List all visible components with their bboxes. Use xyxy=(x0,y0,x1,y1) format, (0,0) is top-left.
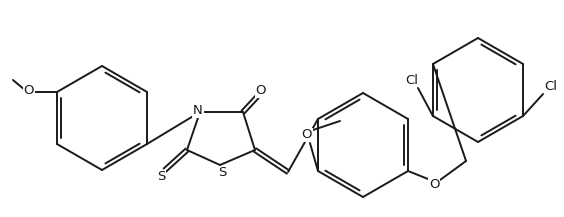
Text: O: O xyxy=(24,84,34,97)
Text: O: O xyxy=(429,178,439,191)
Text: Cl: Cl xyxy=(544,79,558,92)
Text: S: S xyxy=(218,166,226,179)
Text: O: O xyxy=(255,84,266,97)
Text: S: S xyxy=(157,171,165,184)
Text: O: O xyxy=(302,128,312,141)
Text: N: N xyxy=(193,105,203,117)
Text: Cl: Cl xyxy=(406,74,418,87)
